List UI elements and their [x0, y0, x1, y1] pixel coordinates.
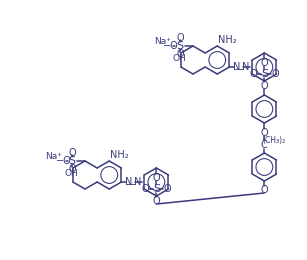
Text: S: S — [177, 41, 184, 51]
Text: N: N — [233, 62, 240, 72]
Text: O: O — [153, 196, 160, 206]
Text: O: O — [68, 164, 76, 174]
Text: NH₂: NH₂ — [218, 35, 237, 45]
Text: S: S — [68, 156, 76, 166]
Text: Na⁺: Na⁺ — [45, 152, 63, 160]
Text: O: O — [261, 185, 268, 195]
Text: O: O — [272, 69, 279, 79]
Text: N: N — [125, 177, 132, 187]
Text: C: C — [261, 140, 268, 150]
Text: O: O — [261, 81, 268, 91]
Text: Na⁺: Na⁺ — [154, 36, 172, 46]
Text: N: N — [242, 62, 249, 72]
Text: S: S — [153, 184, 160, 194]
Text: NH₂: NH₂ — [110, 150, 129, 160]
Text: −O: −O — [56, 156, 72, 166]
Text: O: O — [261, 58, 268, 68]
Text: O: O — [176, 49, 184, 59]
Text: S: S — [261, 69, 268, 79]
Text: −O: −O — [163, 41, 179, 51]
Text: OH: OH — [64, 168, 78, 178]
Text: O: O — [164, 184, 171, 194]
Text: (CH₃)₂: (CH₃)₂ — [263, 135, 286, 145]
Text: N: N — [134, 177, 141, 187]
Text: O: O — [261, 128, 268, 138]
Text: O: O — [250, 69, 257, 79]
Text: O: O — [142, 184, 149, 194]
Text: O: O — [176, 33, 184, 43]
Text: O: O — [153, 173, 160, 183]
Text: O: O — [68, 148, 76, 158]
Text: OH: OH — [172, 54, 186, 62]
